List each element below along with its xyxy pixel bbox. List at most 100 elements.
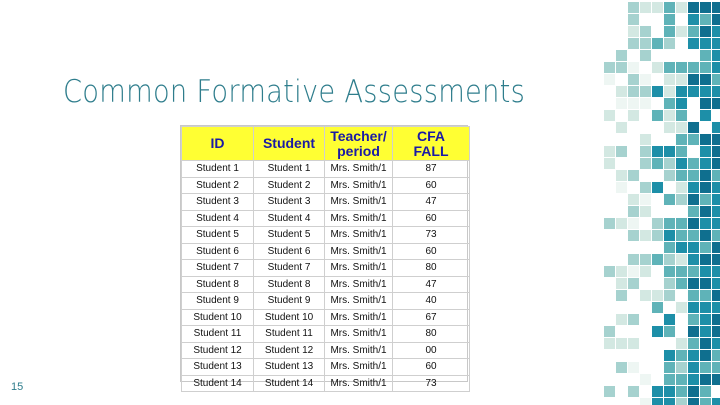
- mosaic-tile: [652, 326, 663, 337]
- mosaic-tile: [628, 278, 639, 289]
- mosaic-tile: [664, 230, 675, 241]
- table-row: Student 3 Student 3 Mrs. Smith/1 47: [181, 193, 470, 211]
- mosaic-tile: [664, 314, 675, 325]
- table-row: Student 8 Student 8 Mrs. Smith/1 47: [181, 275, 470, 293]
- mosaic-tile: [676, 98, 687, 109]
- mosaic-tile: [700, 302, 711, 313]
- mosaic-tile: [688, 218, 699, 229]
- cell-teacher-period: Mrs. Smith/1: [324, 308, 393, 326]
- mosaic-tile: [616, 62, 627, 73]
- mosaic-tile: [628, 314, 639, 325]
- mosaic-tile: [676, 338, 687, 349]
- mosaic-tile: [616, 290, 627, 301]
- table-row: Student 4 Student 4 Mrs. Smith/1 60: [181, 209, 470, 227]
- cell-id: Student 10: [181, 308, 254, 326]
- mosaic-tile: [712, 326, 720, 337]
- table-row: Student 12 Student 12 Mrs. Smith/1 00: [181, 341, 470, 359]
- mosaic-tile: [712, 266, 720, 277]
- cell-student: Student 3: [253, 193, 325, 211]
- cell-student: Student 1: [253, 160, 325, 178]
- mosaic-tile: [688, 74, 699, 85]
- mosaic-tile: [700, 338, 711, 349]
- mosaic-tile: [700, 182, 711, 193]
- cell-id: Student 7: [181, 259, 254, 277]
- mosaic-tile: [688, 290, 699, 301]
- mosaic-tile: [652, 182, 663, 193]
- cell-cfa-fall: 60: [392, 358, 470, 376]
- cell-cfa-fall: 47: [392, 193, 470, 211]
- mosaic-tile: [604, 110, 615, 121]
- mosaic-tile: [700, 194, 711, 205]
- mosaic-tile: [688, 2, 699, 13]
- table-row: Student 9 Student 9 Mrs. Smith/1 40: [181, 292, 470, 310]
- mosaic-tile: [712, 218, 720, 229]
- cell-cfa-fall: 80: [392, 325, 470, 343]
- mosaic-tile: [652, 398, 663, 405]
- mosaic-tile: [628, 2, 639, 13]
- cell-id: Student 5: [181, 226, 254, 244]
- mosaic-tile: [700, 14, 711, 25]
- cell-teacher-period: Mrs. Smith/1: [324, 176, 393, 194]
- mosaic-tile: [628, 38, 639, 49]
- cell-teacher-period: Mrs. Smith/1: [324, 292, 393, 310]
- mosaic-tile: [652, 290, 663, 301]
- mosaic-tile: [604, 158, 615, 169]
- mosaic-tile: [616, 338, 627, 349]
- cell-cfa-fall: 80: [392, 259, 470, 277]
- mosaic-tile: [676, 86, 687, 97]
- mosaic-tile: [700, 74, 711, 85]
- mosaic-tile: [664, 38, 675, 49]
- mosaic-tile: [700, 134, 711, 145]
- mosaic-tile: [700, 242, 711, 253]
- mosaic-tile: [700, 62, 711, 73]
- table-row: Student 11 Student 11 Mrs. Smith/1 80: [181, 325, 470, 343]
- mosaic-tile: [700, 86, 711, 97]
- header-student: Student: [253, 126, 325, 161]
- mosaic-tile: [712, 74, 720, 85]
- mosaic-tile: [676, 134, 687, 145]
- mosaic-tile: [700, 206, 711, 217]
- mosaic-tile: [640, 266, 651, 277]
- mosaic-tile: [628, 194, 639, 205]
- cell-id: Student 1: [181, 160, 254, 178]
- mosaic-tile: [700, 50, 711, 61]
- table-row: Student 13 Student 13 Mrs. Smith/1 60: [181, 358, 470, 376]
- cell-student: Student 13: [253, 358, 325, 376]
- mosaic-tile: [664, 14, 675, 25]
- mosaic-tile: [712, 230, 720, 241]
- mosaic-tile: [640, 50, 651, 61]
- mosaic-tile: [664, 74, 675, 85]
- cell-teacher-period: Mrs. Smith/1: [324, 209, 393, 227]
- cell-cfa-fall: 87: [392, 160, 470, 178]
- mosaic-tile: [700, 254, 711, 265]
- mosaic-tile: [640, 134, 651, 145]
- table-row: Student 5 Student 5 Mrs. Smith/1 73: [181, 226, 470, 244]
- mosaic-tile: [664, 98, 675, 109]
- mosaic-tile: [676, 302, 687, 313]
- mosaic-tile: [616, 98, 627, 109]
- mosaic-tile: [676, 2, 687, 13]
- cell-teacher-period: Mrs. Smith/1: [324, 374, 393, 392]
- mosaic-tile: [652, 254, 663, 265]
- cell-teacher-period: Mrs. Smith/1: [324, 259, 393, 277]
- mosaic-tile: [676, 122, 687, 133]
- cell-student: Student 10: [253, 308, 325, 326]
- cell-student: Student 8: [253, 275, 325, 293]
- mosaic-tile: [676, 26, 687, 37]
- mosaic-tile: [712, 338, 720, 349]
- mosaic-tile: [712, 62, 720, 73]
- cell-student: Student 4: [253, 209, 325, 227]
- mosaic-tile: [628, 338, 639, 349]
- cell-student: Student 14: [253, 374, 325, 392]
- mosaic-tile: [712, 302, 720, 313]
- mosaic-tile: [628, 362, 639, 373]
- cell-student: Student 6: [253, 242, 325, 260]
- mosaic-tile: [616, 182, 627, 193]
- mosaic-tile: [676, 386, 687, 397]
- mosaic-tile: [628, 26, 639, 37]
- mosaic-tile: [664, 278, 675, 289]
- mosaic-tile: [688, 242, 699, 253]
- mosaic-tile: [688, 326, 699, 337]
- mosaic-tile: [664, 398, 675, 405]
- table-row: Student 7 Student 7 Mrs. Smith/1 80: [181, 259, 470, 277]
